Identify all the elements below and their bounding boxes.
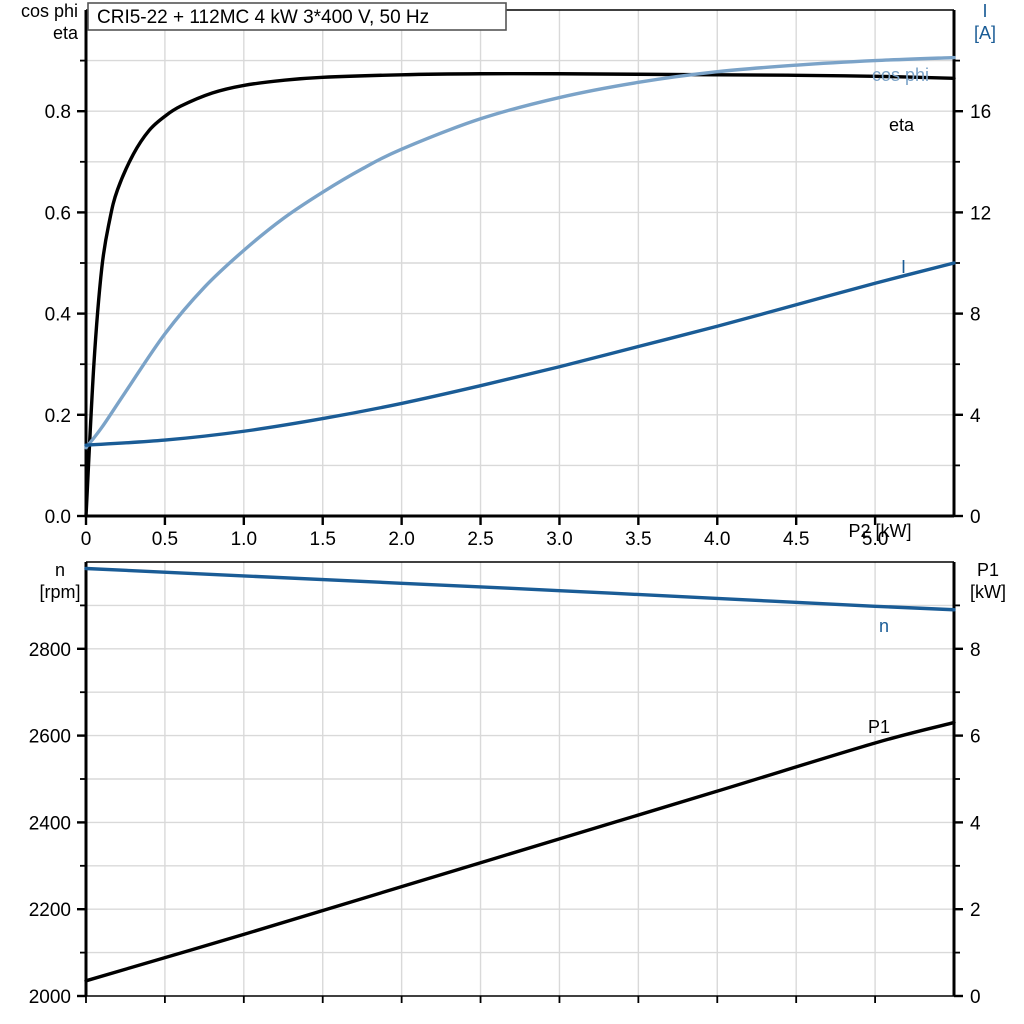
x-tick-label: 4.5 [783,529,809,548]
y-right-tick-label: 0 [970,987,981,1008]
bottom-chart-panel: 2000 2200 2400 2600 2800 0 2 4 6 8 n [rpm] P1 [kW… [0,548,1024,1024]
top-curves [84,55,956,518]
series-label-power-p1: P1 [868,717,890,737]
curve-p1 [84,720,956,983]
x-tick-label: 1.0 [231,529,257,548]
x-tick-label: 2.5 [467,529,493,548]
top-tickmarks [77,59,963,525]
y-right-tick-label: 16 [970,102,991,123]
y-left-tick-label: 2200 [29,900,71,921]
y-left-tick-label: 0.6 [45,203,71,224]
top-right-axis-title-line2: [A] [974,23,996,43]
curve-i [84,261,956,447]
y-right-tick-label: 0 [970,507,981,528]
y-left-tick-label: 0.4 [45,305,72,326]
top-left-axis-title-line1: cos phi [21,1,78,21]
y-left-tick-label: 2600 [29,727,71,748]
bottom-right-axis-title-line2: [kW] [970,582,1006,602]
bottom-curves [84,566,956,983]
top-tick-labels: 0 0.5 1.0 1.5 2.0 2.5 3.0 3.5 4.0 4.5 5.0 0.0 0.2 0.4… [45,102,992,548]
y-right-tick-label: 4 [970,406,981,427]
bottom-chart-svg: 2000 2200 2400 2600 2800 0 2 4 6 8 n [rpm] P1 [kW… [29,560,1006,1008]
x-tick-label: 1.5 [310,529,336,548]
bottom-gridlines [86,562,954,996]
y-right-tick-label: 8 [970,305,981,326]
top-chart-svg: 0 0.5 1.0 1.5 2.0 2.5 3.0 3.5 4.0 4.5 5.0 0.0 0.2 0.4… [21,1,996,548]
y-right-tick-label: 2 [970,900,981,921]
bottom-right-axis-title-line1: P1 [977,560,999,580]
series-label-speed: n [879,616,889,636]
top-left-axis-title-line2: eta [53,23,79,43]
y-right-tick-label: 8 [970,640,981,661]
title-box-text: CRI5-22 + 112MC 4 kW 3*400 V, 50 Hz [97,7,429,28]
x-tick-label: 3.5 [625,529,651,548]
curve-cos-phi [84,55,956,450]
y-right-tick-label: 4 [970,813,981,834]
x-tick-label: 4.0 [704,529,730,548]
y-left-tick-label: 0.0 [45,507,71,528]
top-right-axis-title-line1: I [982,1,987,21]
series-label-eta: eta [889,115,915,135]
title-box-frame [87,2,507,31]
bottom-left-axis-title-line1: n [55,560,65,580]
x-tick-label: 0.5 [152,529,178,548]
y-left-tick-label: 0.2 [45,406,71,427]
y-left-tick-label: 2400 [29,813,71,834]
bottom-tickmarks [77,604,963,1003]
curve-eta [84,71,956,518]
top-x-axis-title: P2 [kW] [848,521,911,541]
bottom-left-axis-title-line2: [rpm] [39,582,80,602]
x-tick-label: 0 [81,529,92,548]
curve-n [84,566,956,612]
y-left-tick-label: 0.8 [45,102,71,123]
y-left-tick-label: 2800 [29,640,71,661]
x-tick-label: 2.0 [388,529,414,548]
top-chart-panel: 0 0.5 1.0 1.5 2.0 2.5 3.0 3.5 4.0 4.5 5.0 0.0 0.2 0.4… [21,1,996,548]
x-tick-label: 5.0 [862,529,888,548]
bottom-tick-labels: 2000 2200 2400 2600 2800 0 2 4 6 8 [29,640,981,1008]
y-right-tick-label: 6 [970,727,981,748]
top-gridlines [86,10,954,516]
x-tick-label: 3.0 [546,529,572,548]
y-left-tick-label: 2000 [29,987,71,1008]
series-label-cos-phi: cos phi [872,65,929,85]
y-right-tick-label: 12 [970,203,991,224]
series-label-current: I [901,257,906,277]
